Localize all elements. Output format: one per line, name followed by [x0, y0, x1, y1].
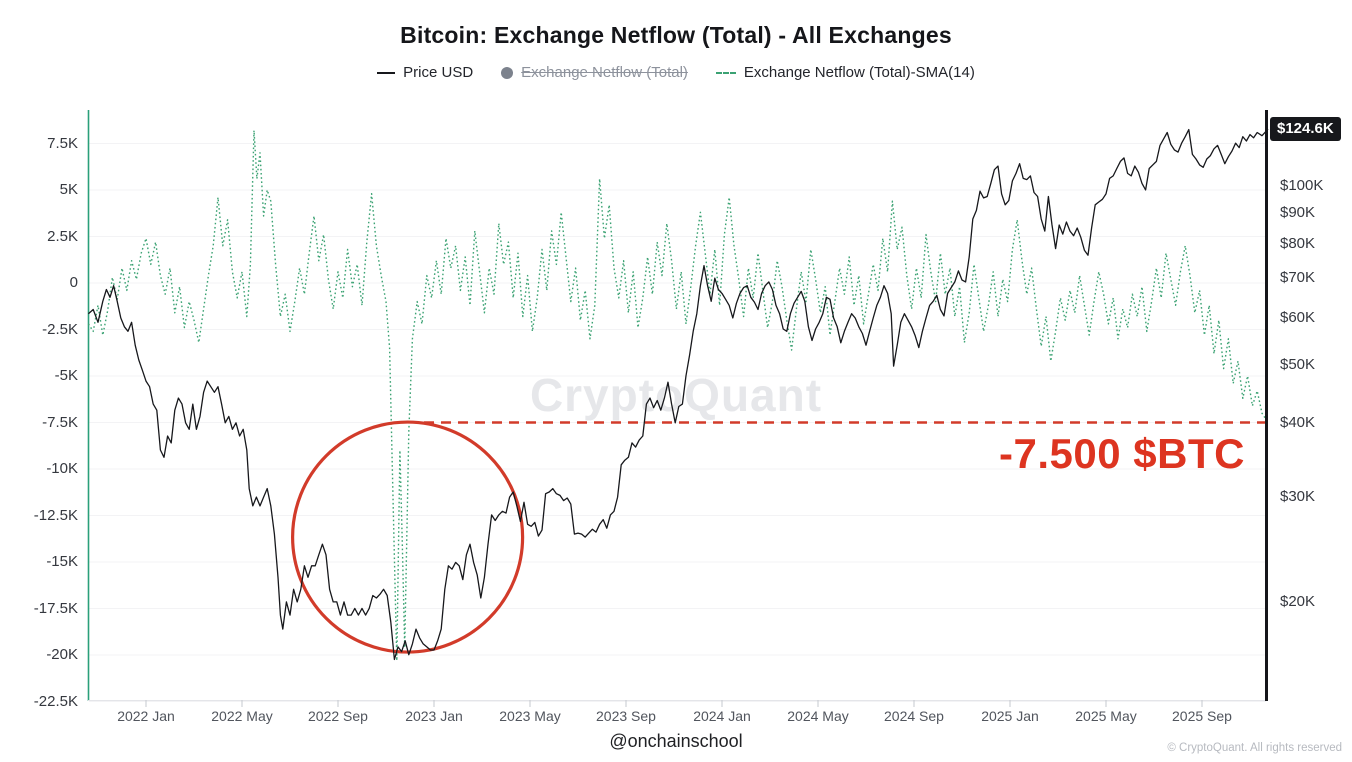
left-axis-tick-label: 7.5K: [47, 134, 78, 152]
x-axis-tick-label: 2024 May: [787, 708, 849, 724]
x-axis-tick-label: 2023 May: [499, 708, 561, 724]
legend: Price USD Exchange Netflow (Total) Excha…: [0, 64, 1352, 81]
right-axis-tick-label: $70K: [1280, 269, 1316, 287]
left-axis-tick-label: 5K: [59, 181, 78, 198]
x-axis-tick-label: 2025 Jan: [981, 708, 1039, 724]
x-axis-tick-label: 2023 Sep: [596, 708, 656, 724]
left-axis-tick-label: -5K: [54, 367, 78, 384]
price-line-swatch-icon: [377, 71, 396, 74]
highlight-circle: [291, 420, 525, 654]
right-axis-tick-label: $60K: [1280, 309, 1316, 326]
legend-item-netflow-sma[interactable]: Exchange Netflow (Total)-SMA(14): [715, 64, 975, 81]
legend-label-netflow-sma: Exchange Netflow (Total)-SMA(14): [743, 64, 975, 81]
level-annotation-text: -7.500 $BTC: [999, 430, 1245, 477]
left-axis-tick-label: -22.5K: [33, 692, 78, 710]
sma-dash-swatch-icon: [715, 71, 736, 74]
right-axis-tick-label: $50K: [1280, 356, 1316, 374]
x-axis-tick-label: 2024 Jan: [693, 708, 751, 724]
netflow-dot-swatch-icon: [501, 66, 514, 79]
cryptoquant-watermark: CryptoQuant: [529, 369, 823, 421]
netflow-sma-series-line: [87, 129, 1269, 662]
gridlines: [89, 143, 1266, 702]
x-axis-tick-label: 2022 Sep: [308, 708, 368, 724]
x-tick-marks: [145, 700, 1203, 707]
right-axis-tick-label: $100K: [1280, 177, 1324, 194]
left-axis-tick-label: 0: [69, 274, 78, 291]
left-axis-tick-label: -10K: [46, 460, 78, 477]
legend-item-price[interactable]: Price USD: [377, 64, 473, 81]
price-series-line: [87, 128, 1269, 661]
left-axis-tick-label: -2.5K: [42, 320, 78, 338]
x-axis-tick-label: 2025 May: [1075, 708, 1137, 724]
x-axis-tick-label: 2022 Jan: [117, 708, 175, 724]
legend-label-netflow: Exchange Netflow (Total): [521, 64, 688, 81]
left-axis-tick-label: 2.5K: [47, 227, 78, 245]
x-axis-tick-label: 2022 May: [211, 708, 273, 724]
right-axis-tick-label: $90K: [1280, 204, 1316, 222]
right-axis-tick-label: $80K: [1280, 234, 1316, 252]
x-axis-tick-label: 2025 Sep: [1172, 708, 1232, 724]
footer-handle: @onchainschool: [609, 731, 743, 751]
left-axis-tick-label: -7.5K: [42, 413, 78, 431]
x-axis-tick-label: 2024 Sep: [884, 708, 944, 724]
left-axis-tick-label: -17.5K: [33, 599, 78, 617]
legend-label-price: Price USD: [403, 64, 474, 81]
last-price-badge: $124.6K: [1270, 117, 1341, 142]
footer-copyright: © CryptoQuant. All rights reserved: [1167, 742, 1342, 754]
page-title: Bitcoin: Exchange Netflow (Total) - All …: [400, 22, 952, 48]
legend-item-netflow[interactable]: Exchange Netflow (Total): [501, 64, 688, 81]
left-axis-tick-label: -20K: [46, 646, 78, 663]
right-axis-tick-label: $40K: [1280, 413, 1316, 431]
right-axis-tick-label: $30K: [1280, 488, 1316, 506]
x-axis-tick-label: 2023 Jan: [405, 708, 463, 724]
left-axis-tick-label: -15K: [46, 553, 78, 570]
right-axis-tick-label: $20K: [1280, 592, 1316, 610]
left-axis-tick-label: -12.5K: [33, 506, 78, 524]
